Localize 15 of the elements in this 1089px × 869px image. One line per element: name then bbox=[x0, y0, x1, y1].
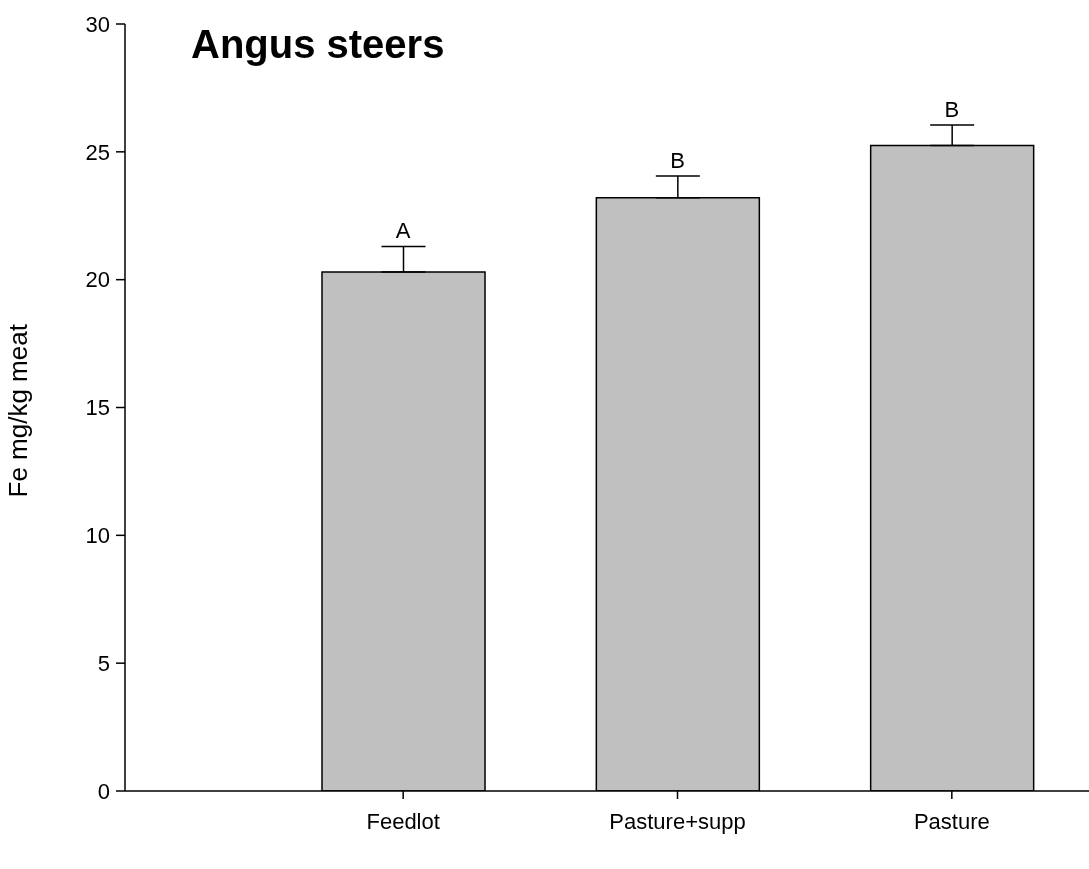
y-axis-title: Fe mg/kg meat bbox=[3, 323, 34, 498]
annotation: A bbox=[395, 218, 411, 244]
annotation: B bbox=[944, 96, 960, 122]
annotation: B bbox=[670, 148, 685, 174]
y-tick-label: 20 bbox=[85, 267, 110, 293]
x-tick-label: Pasture bbox=[913, 808, 990, 834]
y-tick-label: 10 bbox=[85, 523, 110, 549]
x-tick-label: Pasture+supp bbox=[609, 808, 746, 834]
y-tick-label: 15 bbox=[85, 395, 110, 421]
x-tick-label: Feedlot bbox=[366, 808, 440, 834]
y-tick-label: 25 bbox=[85, 139, 110, 165]
chart-title: Angus steers bbox=[191, 22, 445, 67]
y-tick-label: 5 bbox=[97, 650, 110, 676]
y-tick-label: 0 bbox=[97, 778, 110, 804]
y-tick-label: 30 bbox=[85, 11, 110, 37]
